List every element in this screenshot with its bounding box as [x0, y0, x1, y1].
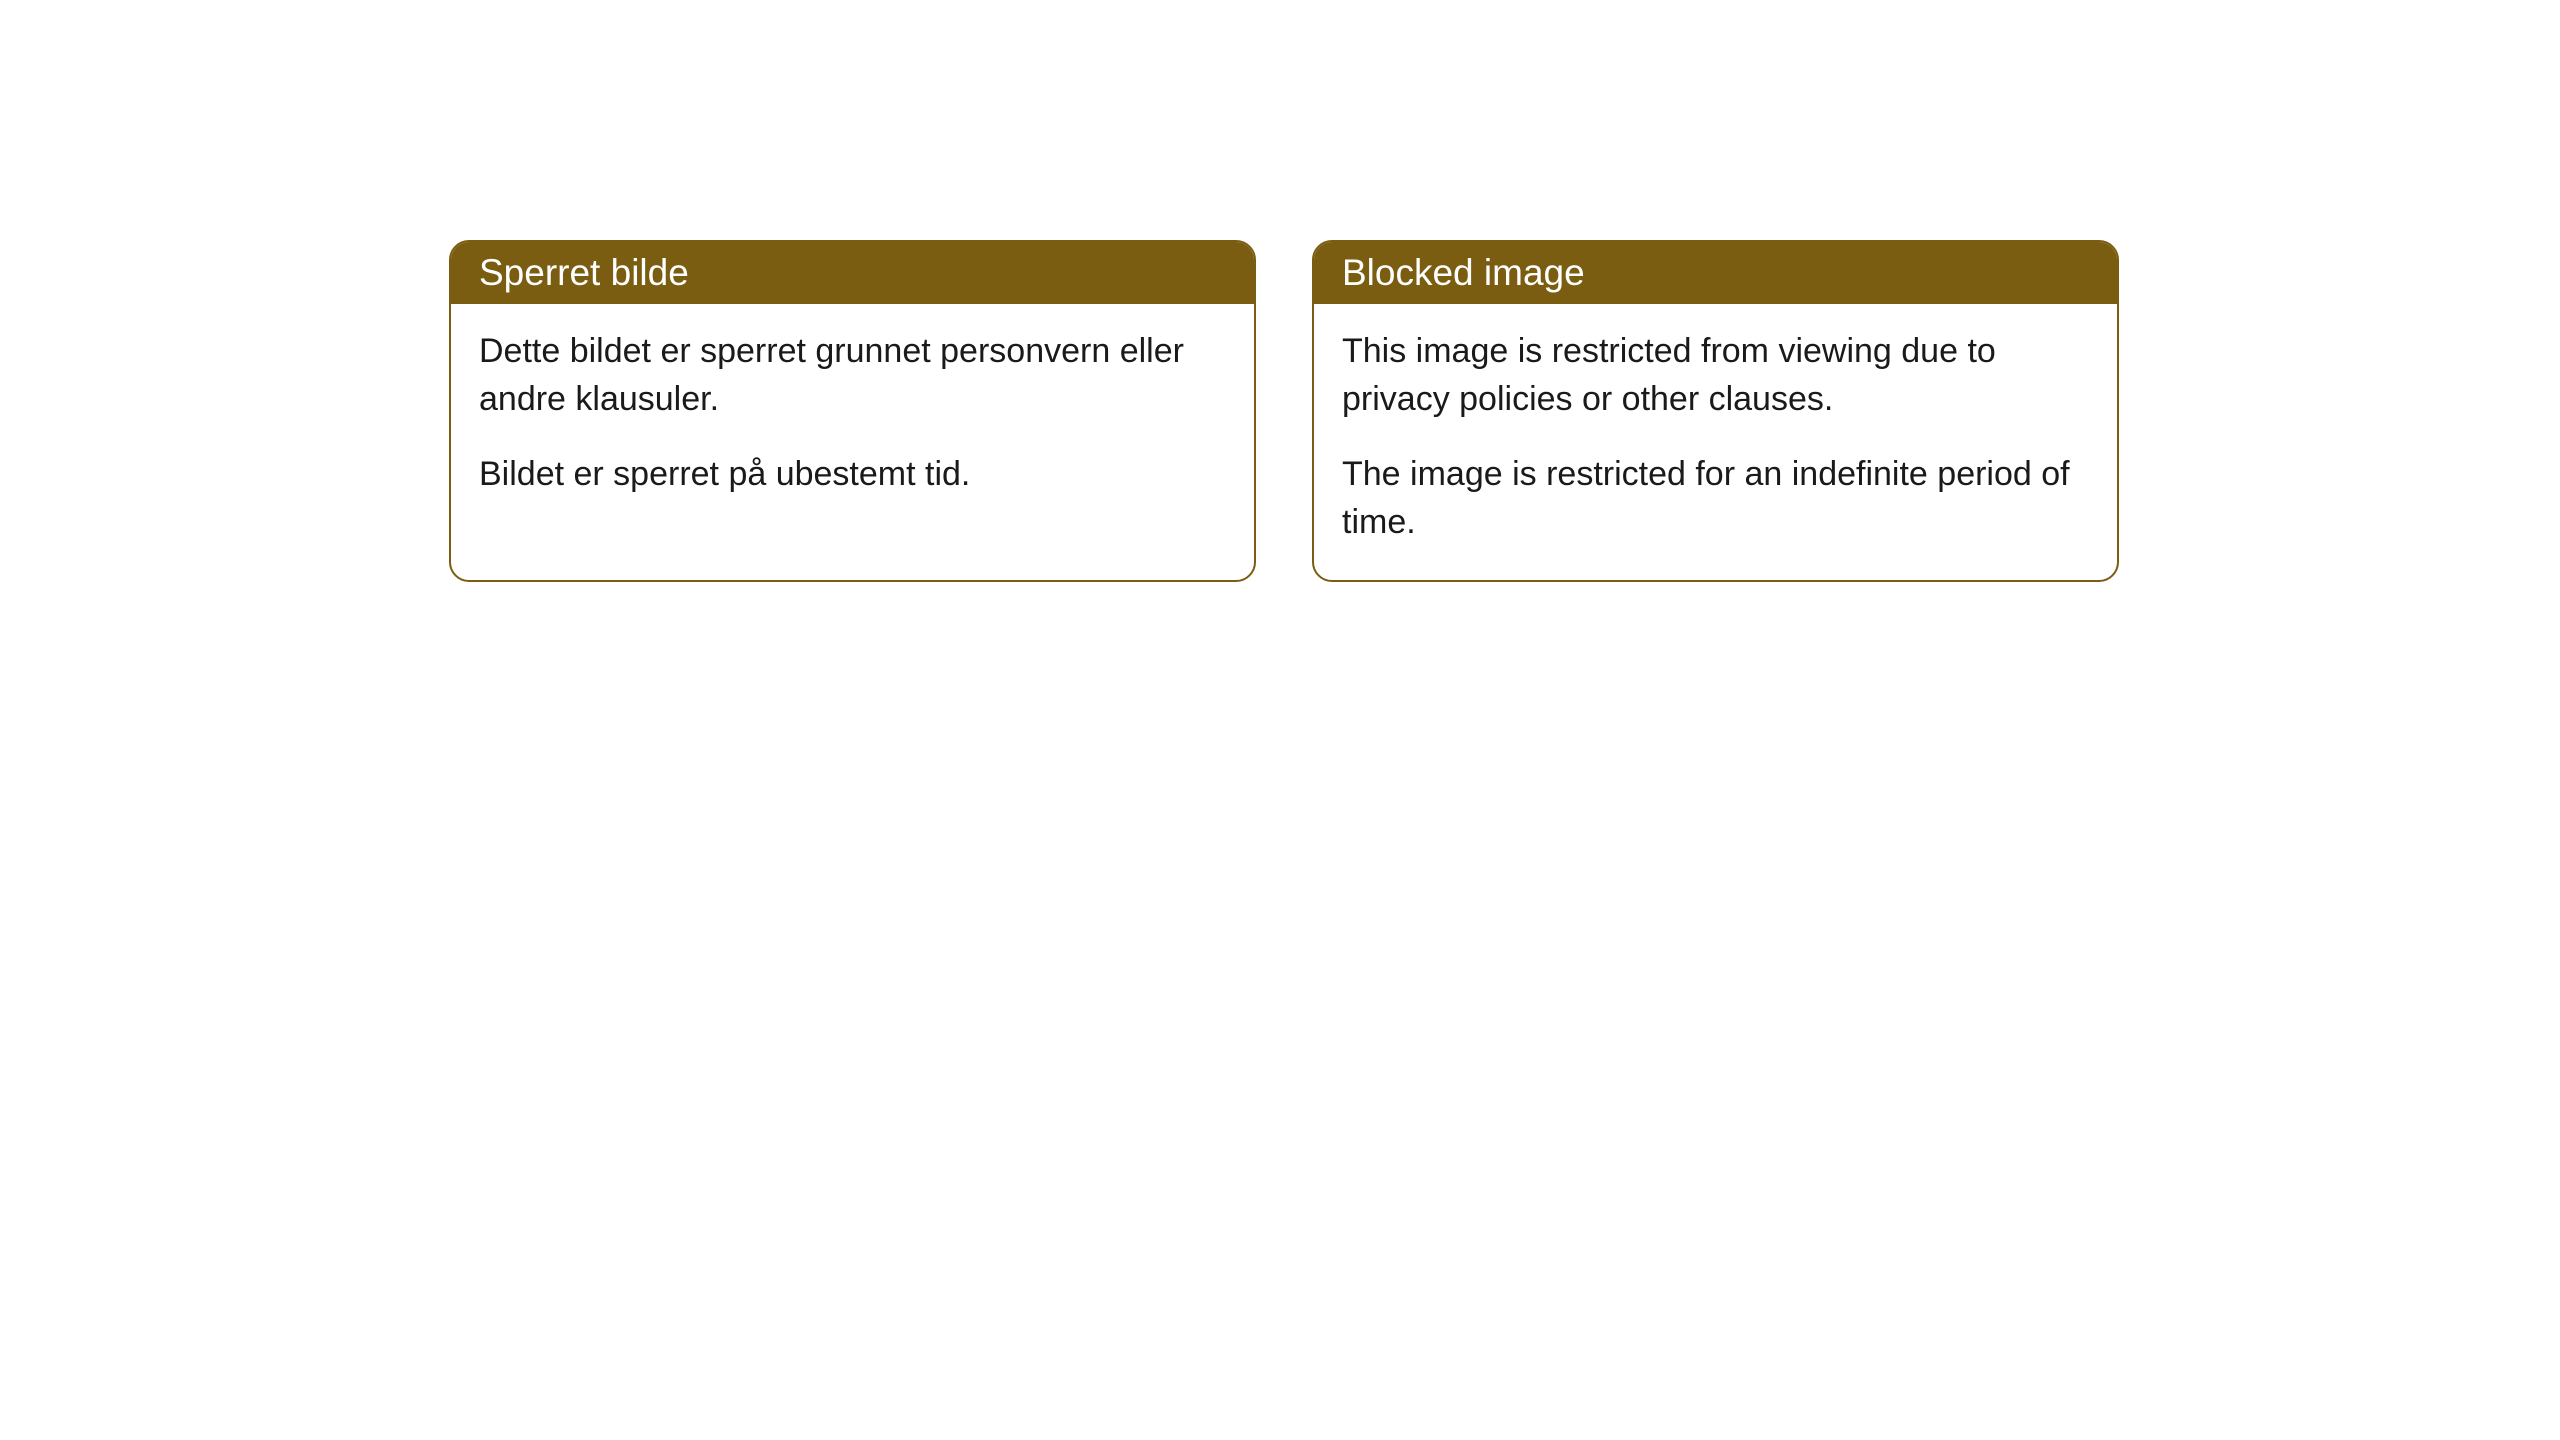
card-paragraph-2: The image is restricted for an indefinit…: [1342, 451, 2089, 546]
card-header: Sperret bilde: [451, 242, 1254, 304]
notice-card-english: Blocked image This image is restricted f…: [1312, 240, 2119, 582]
card-body: This image is restricted from viewing du…: [1314, 304, 2117, 580]
card-header: Blocked image: [1314, 242, 2117, 304]
notice-card-norwegian: Sperret bilde Dette bildet er sperret gr…: [449, 240, 1256, 582]
card-paragraph-1: This image is restricted from viewing du…: [1342, 328, 2089, 423]
notice-cards-container: Sperret bilde Dette bildet er sperret gr…: [449, 240, 2119, 582]
card-title: Blocked image: [1342, 252, 1585, 293]
card-paragraph-1: Dette bildet er sperret grunnet personve…: [479, 328, 1226, 423]
card-body: Dette bildet er sperret grunnet personve…: [451, 304, 1254, 533]
card-title: Sperret bilde: [479, 252, 689, 293]
card-paragraph-2: Bildet er sperret på ubestemt tid.: [479, 451, 1226, 499]
